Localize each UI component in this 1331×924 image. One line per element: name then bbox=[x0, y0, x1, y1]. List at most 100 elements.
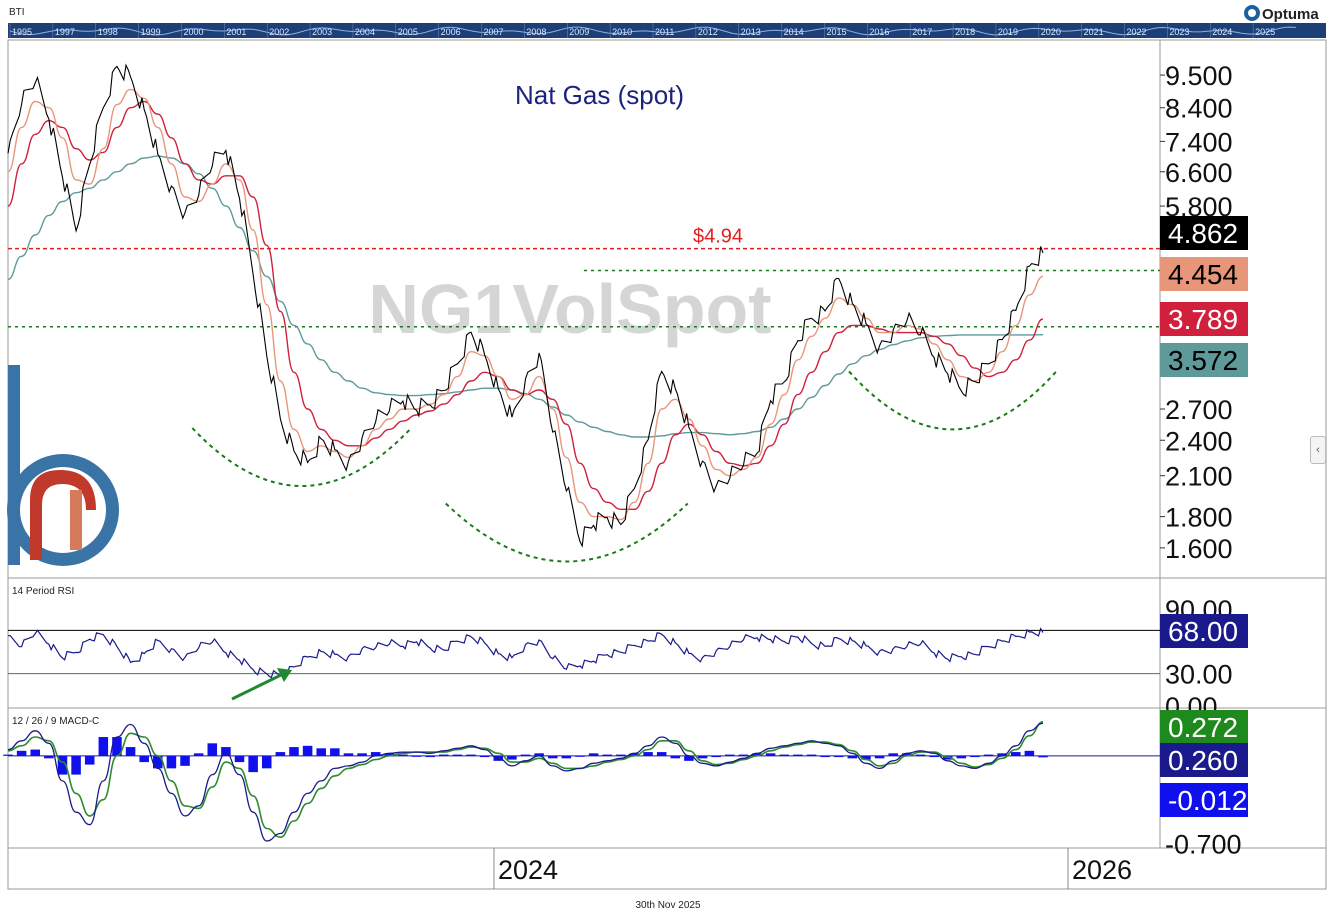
macd-histogram-bar bbox=[588, 753, 599, 756]
overview-year-label: 2018 bbox=[955, 27, 975, 37]
overview-year-label: 2015 bbox=[826, 27, 846, 37]
macd-histogram-bar bbox=[275, 752, 286, 756]
macd-histogram-bar bbox=[725, 754, 735, 756]
macd-histogram-bar bbox=[1024, 750, 1035, 756]
macd-histogram-bar bbox=[44, 755, 54, 759]
rsi-line bbox=[8, 627, 1044, 679]
macd-histogram-bar bbox=[370, 752, 381, 756]
rsi-value-labels: 68.00 bbox=[1160, 614, 1248, 648]
overview-year-label: 2008 bbox=[526, 27, 546, 37]
macd-histogram-bar bbox=[411, 755, 422, 757]
overview-year-label: 1997 bbox=[55, 27, 75, 37]
macd-histogram-bar bbox=[234, 755, 245, 763]
value-label-hist-box bbox=[1160, 783, 1248, 817]
price-panel bbox=[7, 63, 1044, 548]
macd-panel bbox=[3, 721, 1160, 842]
rsi-panel-title: 14 Period RSI bbox=[12, 586, 74, 597]
macd-histogram-bar bbox=[874, 755, 885, 759]
overview-year-label: 2000 bbox=[183, 27, 203, 37]
macd-histogram-bar bbox=[398, 754, 408, 756]
macd-histogram-bar bbox=[302, 745, 313, 756]
overview-year-label: 2005 bbox=[398, 27, 418, 37]
value-label-rsi-text: 68.00 bbox=[1168, 616, 1238, 647]
overview-year-label: 2020 bbox=[1041, 27, 1061, 37]
macd-histogram-bar bbox=[289, 747, 299, 756]
overview-year-label: 2025 bbox=[1255, 27, 1275, 37]
macd-histogram-bar bbox=[861, 755, 871, 760]
price-tick-label: 7.400 bbox=[1165, 127, 1233, 157]
macd-histogram-bar bbox=[330, 748, 340, 756]
rounding-bottom-arc bbox=[848, 370, 1058, 431]
macd-histogram-bar bbox=[98, 737, 109, 756]
overview-year-label: 2007 bbox=[484, 27, 504, 37]
price-tick-label: 1.600 bbox=[1165, 534, 1233, 564]
watermark-text: NG1VolSpot bbox=[368, 270, 771, 348]
macd-histogram-bar bbox=[112, 737, 122, 756]
ticker-label: BTI bbox=[9, 7, 25, 18]
value-label-macd-box bbox=[1160, 743, 1248, 777]
macd-histogram-bar bbox=[616, 754, 626, 756]
price-annotations: $4.94 bbox=[8, 226, 1160, 563]
macd-histogram-bar bbox=[316, 748, 326, 756]
macd-histogram-bar bbox=[547, 755, 558, 759]
macd-histogram-bar bbox=[738, 754, 749, 756]
macd-histogram-bar bbox=[125, 747, 136, 756]
panel-scroll-handle[interactable]: ‹ bbox=[1310, 436, 1326, 464]
macd-histogram-bar bbox=[248, 755, 258, 773]
overview-year-label: 2009 bbox=[569, 27, 589, 37]
macd-histogram-bar bbox=[711, 755, 721, 758]
macd-histogram-bar bbox=[384, 753, 395, 756]
value-label-ma-mid-box bbox=[1160, 302, 1248, 336]
value-label-rsi: 68.00 bbox=[1160, 614, 1248, 648]
macd-histogram-bar bbox=[806, 754, 817, 756]
overview-year-label: 2023 bbox=[1169, 27, 1189, 37]
macd-signal-line bbox=[7, 721, 1044, 839]
value-label-signal-text: 0.272 bbox=[1168, 712, 1238, 743]
macd-histogram-bar bbox=[221, 747, 231, 756]
overview-year-label: 2014 bbox=[784, 27, 804, 37]
macd-histogram-bar bbox=[57, 755, 68, 775]
overview-year-label: 2012 bbox=[698, 27, 718, 37]
macd-histogram-bar bbox=[180, 755, 190, 766]
overview-year-label: 2006 bbox=[441, 27, 461, 37]
value-label-ma-mid: 3.789 bbox=[1160, 302, 1248, 336]
macd-histogram-bar bbox=[697, 755, 708, 759]
overview-year-label: 2022 bbox=[1127, 27, 1147, 37]
macd-histogram-bar bbox=[1038, 755, 1048, 758]
overview-year-label: 2013 bbox=[741, 27, 761, 37]
chart-frame bbox=[7, 39, 1327, 890]
value-label-price: 4.862 bbox=[1160, 216, 1248, 250]
macd-histogram-bar bbox=[16, 750, 27, 756]
price-tick-label: 2.400 bbox=[1165, 426, 1233, 456]
macd-histogram-bar bbox=[888, 753, 898, 756]
macd-histogram-bar bbox=[479, 755, 490, 758]
overview-year-label: 1995 bbox=[12, 27, 32, 37]
price-value-labels: 4.862 4.454 3.789 3.572 bbox=[1160, 216, 1248, 377]
macd-histogram-bar bbox=[684, 755, 694, 761]
resistance-label: $4.94 bbox=[693, 226, 743, 248]
date-tick-label: 2026 bbox=[1072, 855, 1132, 885]
overview-year-label: 2017 bbox=[912, 27, 932, 37]
macd-line bbox=[7, 722, 1044, 842]
macd-axis-ticks: -0.700 bbox=[1165, 829, 1242, 859]
macd-histogram-bar bbox=[575, 755, 585, 757]
macd-histogram-bar bbox=[956, 755, 967, 759]
value-label-ma-fast-text: 4.454 bbox=[1168, 259, 1238, 290]
overview-year-label: 1999 bbox=[141, 27, 161, 37]
date-axis-ticks: 2024 2026 bbox=[493, 848, 1132, 889]
macd-histogram-bar bbox=[656, 752, 667, 756]
rsi-panel bbox=[8, 627, 1160, 679]
macd-histogram-bar bbox=[779, 754, 790, 756]
macd-histogram-bar bbox=[357, 753, 367, 756]
overview-strip[interactable]: 1995 1997 1998 1999 2000 2001 2002 2003 2004 2005… bbox=[8, 23, 1326, 38]
macd-histogram-bar bbox=[670, 755, 681, 759]
macd-histogram-bar bbox=[1010, 752, 1021, 756]
overview-year-label: 2011 bbox=[655, 27, 674, 37]
value-label-signal: 0.272 bbox=[1160, 710, 1248, 744]
price-tick-label: 2.700 bbox=[1165, 395, 1233, 425]
macd-histogram-bar bbox=[425, 755, 435, 758]
macd-histogram-bar bbox=[820, 755, 830, 758]
value-label-macd: 0.260 bbox=[1160, 743, 1248, 777]
overview-year-label: 2021 bbox=[1084, 27, 1104, 37]
